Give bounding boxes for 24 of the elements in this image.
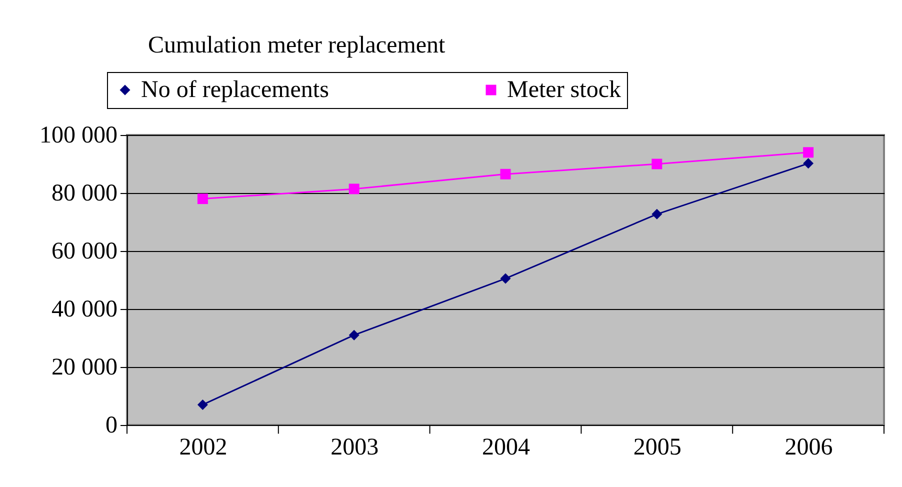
- x-tick-label: 2002: [179, 434, 228, 460]
- y-tick-label: 20 000: [52, 354, 118, 380]
- legend-label: No of replacements: [141, 77, 329, 103]
- y-tick-label: 80 000: [52, 180, 118, 206]
- x-tick-label: 2003: [330, 434, 379, 460]
- point: [803, 147, 814, 158]
- y-tick-label: 40 000: [52, 296, 118, 322]
- point: [652, 208, 662, 220]
- point: [197, 194, 208, 204]
- point: [500, 168, 511, 180]
- x-tick-label: 2006: [784, 434, 833, 460]
- point: [348, 184, 360, 194]
- point: [500, 273, 511, 284]
- x-tick-label: 2005: [633, 434, 682, 460]
- chart-title: Cumulation meter replacement: [148, 32, 446, 58]
- legend-label: Meter stock: [507, 77, 621, 103]
- point: [803, 158, 814, 169]
- y-tick-label: 0: [106, 412, 118, 438]
- point: [652, 158, 662, 170]
- x-tick-label: 2004: [482, 434, 530, 460]
- point: [197, 399, 208, 410]
- y-tick-label: 60 000: [52, 238, 118, 264]
- point: [348, 330, 360, 340]
- y-tick-label: 100 000: [40, 122, 118, 148]
